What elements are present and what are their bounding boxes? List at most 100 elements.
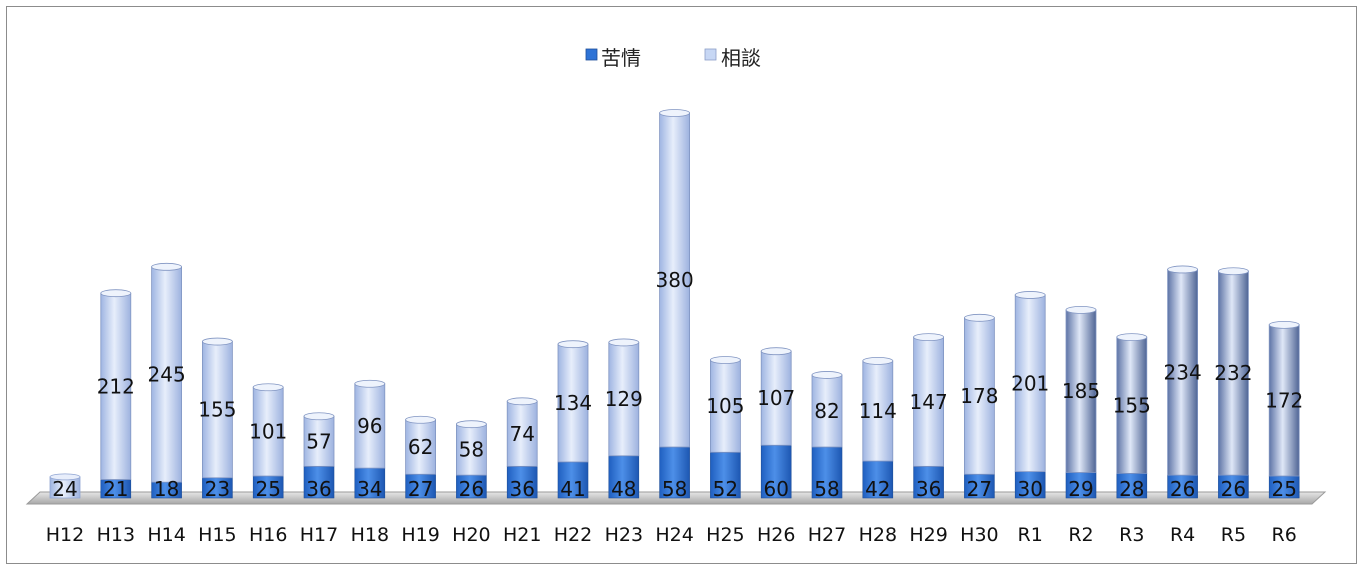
bar-kujo-H28 xyxy=(862,460,894,499)
bar-sodan-R1 xyxy=(1014,294,1046,473)
value-label-sodan-R6: 172 xyxy=(1265,388,1303,412)
bar-cap-H30 xyxy=(964,313,995,322)
x-tick-H14: H14 xyxy=(147,524,185,546)
value-label-sodan-H28: 114 xyxy=(859,399,897,423)
value-label-kujo-H21: 36 xyxy=(509,477,534,501)
value-label-sodan-H13: 212 xyxy=(97,374,135,398)
value-label-sodan-H18: 96 xyxy=(357,414,382,438)
x-tick-R2: R2 xyxy=(1068,524,1093,546)
bar-cap-H15 xyxy=(201,337,233,346)
bars-group xyxy=(49,109,1300,499)
value-label-kujo-H18: 34 xyxy=(357,477,382,501)
bar-cap-H23 xyxy=(608,338,640,347)
value-label-kujo-H16: 25 xyxy=(255,477,280,501)
bar-sodan-H19 xyxy=(405,419,437,475)
bar-sodan-H26 xyxy=(760,350,792,446)
bar-sodan-H24 xyxy=(659,112,690,448)
bar-kujo-H25 xyxy=(710,451,741,499)
x-tick-H21: H21 xyxy=(503,524,541,546)
bar-cap-H21 xyxy=(506,397,538,406)
bar-cap-R1 xyxy=(1014,291,1046,299)
x-tick-H18: H18 xyxy=(351,524,389,546)
value-label-sodan-H19: 62 xyxy=(408,435,433,459)
bar-sodan-H23 xyxy=(608,342,640,457)
bar-cap-H27 xyxy=(811,371,843,379)
bar-cap-H26 xyxy=(760,347,792,356)
x-tick-H17: H17 xyxy=(300,524,338,546)
bar-sodan-R5 xyxy=(1218,270,1249,476)
value-label-sodan-H25: 105 xyxy=(706,394,744,418)
value-label-sodan-H24: 380 xyxy=(656,268,694,292)
legend-label-kujo: 苦情 xyxy=(601,46,641,70)
bar-sodan-H20 xyxy=(455,423,487,476)
value-label-sodan-H16: 101 xyxy=(249,420,287,444)
bar-cap-H17 xyxy=(303,412,335,421)
x-tick-H27: H27 xyxy=(808,524,846,546)
x-tick-R1: R1 xyxy=(1018,524,1043,546)
bar-cap-R6 xyxy=(1268,320,1300,329)
bar-cap-R2 xyxy=(1065,305,1097,314)
bar-kujo-H18 xyxy=(354,467,386,499)
bar-sodan-H21 xyxy=(506,400,538,467)
x-tick-H23: H23 xyxy=(605,524,643,546)
bar-kujo-H22 xyxy=(557,461,589,499)
bar-sodan-H13 xyxy=(100,292,132,480)
value-label-kujo-H30: 27 xyxy=(967,477,992,501)
value-label-sodan-H26: 107 xyxy=(757,386,795,410)
bar-sodan-H22 xyxy=(557,343,589,463)
x-tick-H29: H29 xyxy=(909,524,947,546)
bar-sodan-R4 xyxy=(1167,269,1198,476)
x-tick-H24: H24 xyxy=(655,524,693,546)
bar-kujo-H23 xyxy=(608,455,640,499)
value-label-sodan-H14: 245 xyxy=(148,363,186,387)
bar-kujo-R1 xyxy=(1014,471,1046,499)
bar-cap-H12 xyxy=(49,473,81,481)
bar-kujo-R2 xyxy=(1065,472,1097,499)
bar-sodan-H30 xyxy=(964,317,995,475)
value-label-kujo-R6: 25 xyxy=(1271,477,1296,501)
bar-sodan-H27 xyxy=(811,374,843,448)
x-tick-H22: H22 xyxy=(554,524,592,546)
value-label-sodan-H20: 58 xyxy=(459,438,484,462)
x-tick-R4: R4 xyxy=(1170,524,1195,546)
value-label-kujo-H27: 58 xyxy=(814,477,839,501)
value-label-kujo-R3: 28 xyxy=(1119,477,1144,501)
bar-kujo-H24 xyxy=(659,446,690,499)
value-label-sodan-R3: 155 xyxy=(1113,393,1151,417)
x-tick-H15: H15 xyxy=(198,524,236,546)
x-tick-H16: H16 xyxy=(249,524,287,546)
value-label-sodan-H30: 178 xyxy=(960,384,998,408)
x-tick-H25: H25 xyxy=(706,524,744,546)
value-label-kujo-H24: 58 xyxy=(662,477,687,501)
bar-sodan-H18 xyxy=(354,383,386,469)
value-label-kujo-R4: 26 xyxy=(1170,477,1195,501)
value-label-kujo-H12: 24 xyxy=(52,477,77,501)
value-label-sodan-H15: 155 xyxy=(198,398,236,422)
value-label-sodan-H27: 82 xyxy=(814,399,839,423)
bar-kujo-R3 xyxy=(1116,473,1148,499)
bar-kujo-H29 xyxy=(913,466,944,499)
bar-sodan-H28 xyxy=(862,360,894,462)
bar-sodan-H16 xyxy=(252,386,284,477)
value-label-kujo-H29: 36 xyxy=(916,477,941,501)
bar-sodan-R2 xyxy=(1065,309,1097,473)
x-tick-H28: H28 xyxy=(859,524,897,546)
value-label-kujo-H20: 26 xyxy=(459,477,484,501)
x-tick-R6: R6 xyxy=(1272,524,1297,546)
bar-cap-R4 xyxy=(1167,265,1198,274)
legend: 苦情 相談 xyxy=(585,46,761,70)
bar-cap-H28 xyxy=(862,356,894,365)
value-label-kujo-H15: 23 xyxy=(205,477,230,501)
value-label-sodan-H23: 129 xyxy=(605,387,643,411)
bar-kujo-H21 xyxy=(506,466,538,499)
bar-kujo-H27 xyxy=(811,446,843,499)
bar-kujo-H26 xyxy=(760,444,792,499)
bar-cap-R5 xyxy=(1218,267,1249,276)
value-label-sodan-H22: 134 xyxy=(554,391,592,415)
bar-sodan-R3 xyxy=(1116,336,1148,474)
value-label-sodan-H29: 147 xyxy=(910,390,948,414)
bar-sodan-H29 xyxy=(913,336,944,467)
bar-sodan-H15 xyxy=(201,341,233,479)
value-label-kujo-R1: 30 xyxy=(1017,477,1042,501)
